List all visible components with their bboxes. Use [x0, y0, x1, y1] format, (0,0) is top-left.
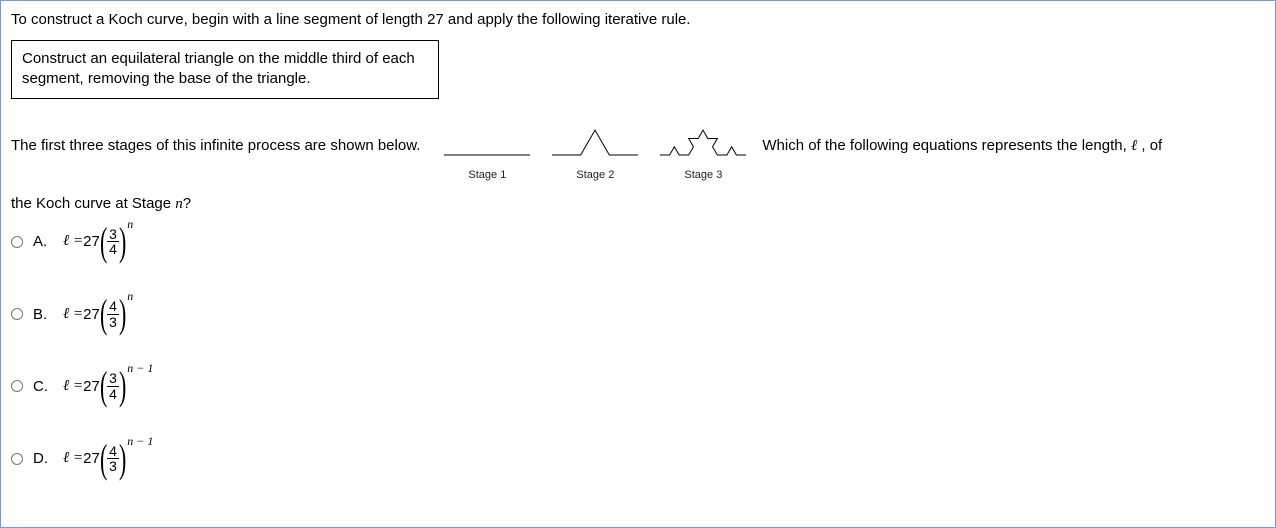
post-stages-b: , of — [1141, 137, 1162, 154]
intro-text: To construct a Koch curve, begin with a … — [11, 11, 1265, 28]
koch-stage-1-svg — [442, 117, 532, 163]
option-d-label: D. — [33, 450, 57, 467]
coef-a: 27 — [83, 233, 100, 250]
stage-n: n — [175, 196, 183, 212]
rparen-b: ) — [119, 302, 126, 326]
question-container: To construct a Koch curve, begin with a … — [0, 0, 1276, 528]
option-b-label: B. — [33, 306, 57, 323]
stage-3: Stage 3 — [658, 117, 748, 181]
exp-d: n − 1 — [127, 434, 153, 449]
rule-box: Construct an equilateral triangle on the… — [11, 40, 439, 99]
stage-1-label: Stage 1 — [468, 169, 506, 181]
rparen-a: ) — [119, 230, 126, 254]
exp-a: n — [127, 217, 133, 232]
ell-eq-a: ℓ = — [63, 233, 83, 250]
tail-b: ? — [183, 195, 191, 212]
stages-diagrams: Stage 1 Stage 2 Stage 3 — [442, 117, 748, 181]
num-c: 3 — [107, 371, 119, 387]
stage-2: Stage 2 — [550, 117, 640, 181]
num-b: 4 — [107, 299, 119, 315]
ell-eq-d: ℓ = — [63, 450, 83, 467]
pre-stages-text: The first three stages of this infinite … — [11, 137, 420, 154]
lparen-c: ( — [100, 374, 107, 398]
frac-d: 4 3 — [107, 444, 119, 474]
post-stages-text: Which of the following equations represe… — [762, 137, 1162, 155]
stages-row: The first three stages of this infinite … — [11, 117, 1265, 181]
den-c: 4 — [107, 387, 119, 402]
stage-3-label: Stage 3 — [684, 169, 722, 181]
option-d[interactable]: D. ℓ = 27 ( 4 3 ) n − 1 — [11, 444, 1265, 474]
option-a-formula: ℓ = 27 ( 3 4 ) n — [63, 227, 133, 257]
den-a: 4 — [107, 242, 119, 257]
num-a: 3 — [107, 227, 119, 243]
ell-eq-b: ℓ = — [63, 306, 83, 323]
option-d-formula: ℓ = 27 ( 4 3 ) n − 1 — [63, 444, 153, 474]
option-c-radio[interactable] — [11, 380, 23, 392]
frac-b: 4 3 — [107, 299, 119, 329]
rparen-d: ) — [119, 447, 126, 471]
exp-c: n − 1 — [127, 361, 153, 376]
stage-1: Stage 1 — [442, 117, 532, 181]
lparen-d: ( — [100, 447, 107, 471]
num-d: 4 — [107, 444, 119, 460]
rparen-c: ) — [119, 374, 126, 398]
tail-text: the Koch curve at Stage n? — [11, 195, 1265, 213]
frac-c: 3 4 — [107, 371, 119, 401]
option-c[interactable]: C. ℓ = 27 ( 3 4 ) n − 1 — [11, 371, 1265, 401]
option-b[interactable]: B. ℓ = 27 ( 4 3 ) n — [11, 299, 1265, 329]
coef-d: 27 — [83, 450, 100, 467]
option-c-label: C. — [33, 378, 57, 395]
tail-a: the Koch curve at Stage — [11, 195, 175, 212]
option-d-radio[interactable] — [11, 453, 23, 465]
lparen-b: ( — [100, 302, 107, 326]
frac-a: 3 4 — [107, 227, 119, 257]
den-d: 3 — [107, 459, 119, 474]
exp-b: n — [127, 289, 133, 304]
option-a-label: A. — [33, 233, 57, 250]
koch-stage-3-svg — [658, 117, 748, 163]
ell-eq-c: ℓ = — [63, 378, 83, 395]
coef-c: 27 — [83, 378, 100, 395]
lparen-a: ( — [100, 230, 107, 254]
coef-b: 27 — [83, 306, 100, 323]
ell-symbol: ℓ — [1131, 138, 1137, 154]
stage-2-label: Stage 2 — [576, 169, 614, 181]
post-stages-a: Which of the following equations represe… — [762, 137, 1131, 154]
option-a-radio[interactable] — [11, 236, 23, 248]
den-b: 3 — [107, 315, 119, 330]
koch-stage-2-svg — [550, 117, 640, 163]
option-a[interactable]: A. ℓ = 27 ( 3 4 ) n — [11, 227, 1265, 257]
option-b-radio[interactable] — [11, 308, 23, 320]
option-b-formula: ℓ = 27 ( 4 3 ) n — [63, 299, 133, 329]
answer-options: A. ℓ = 27 ( 3 4 ) n B. ℓ = 27 ( — [11, 227, 1265, 475]
option-c-formula: ℓ = 27 ( 3 4 ) n − 1 — [63, 371, 153, 401]
